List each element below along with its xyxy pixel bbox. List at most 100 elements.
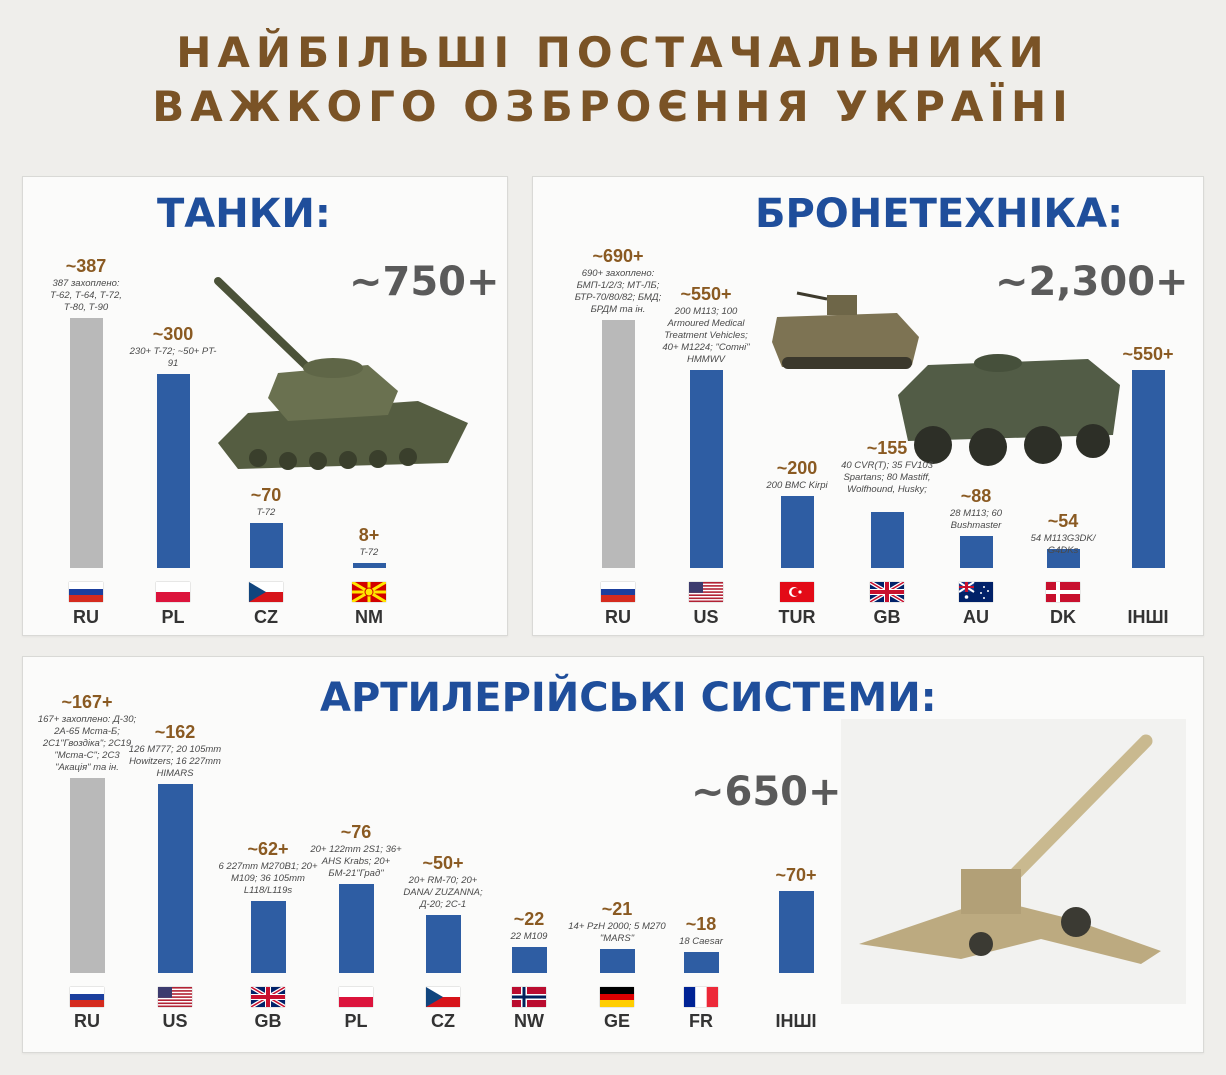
category-label-gb: GB xyxy=(254,1011,282,1031)
note-ge: 14+ PzH 2000; 5 M270 "MARS" xyxy=(568,921,666,944)
gb-flag-icon xyxy=(870,582,904,602)
tank-image xyxy=(208,273,468,483)
category-label-pl: PL xyxy=(161,607,185,627)
category-label-tur: TUR xyxy=(778,607,816,627)
bar-nm xyxy=(352,563,386,568)
note-nm: T-72 xyxy=(359,547,379,558)
category-label-us: US xyxy=(693,607,719,627)
fr-flag-icon xyxy=(684,987,718,1007)
category-label-ru: RU xyxy=(74,1011,100,1031)
note-gb: 6 227mm M270B1; 20+ M109; 36 105mm L118/… xyxy=(218,861,318,896)
value-label-tur: ~200 xyxy=(776,458,818,478)
de-flag-icon xyxy=(600,987,634,1007)
value-label-gb: ~155 xyxy=(866,438,908,458)
value-label-ru: ~387 xyxy=(65,256,107,276)
us-flag-icon xyxy=(158,987,192,1007)
bar-au xyxy=(959,536,993,568)
value-label-au: ~88 xyxy=(960,486,992,506)
bar-інші xyxy=(1131,370,1165,568)
category-label-ru: RU xyxy=(73,607,99,627)
note-tur: 200 BMC Kirpi xyxy=(766,480,828,491)
tr-flag-icon xyxy=(780,582,814,602)
category-label-ge: GE xyxy=(603,1011,631,1031)
bar-ru xyxy=(69,778,105,973)
tanks-title: ТАНКИ: xyxy=(157,191,331,237)
value-label-pl: ~300 xyxy=(152,324,194,344)
category-label-nw: NW xyxy=(514,1011,544,1031)
bar-ru xyxy=(601,320,635,568)
howitzer-image xyxy=(841,719,1186,1004)
gb-flag-icon xyxy=(251,987,285,1007)
bar-dk xyxy=(1046,549,1080,568)
category-label-fr: FR xyxy=(689,1011,713,1031)
bar-pl xyxy=(156,374,190,568)
cz-flag-icon xyxy=(426,987,460,1007)
bar-fr xyxy=(683,952,719,973)
category-label-cz: CZ xyxy=(431,1011,455,1031)
note-pl: 230+ T-72; ~50+ PT-91 xyxy=(129,346,217,369)
dk-flag-icon xyxy=(1046,582,1080,602)
ru-flag-icon xyxy=(69,582,103,602)
main-title-line1: НАЙБІЛЬШІ ПОСТАЧАЛЬНИКИ xyxy=(176,28,1050,77)
category-label-dk: DK xyxy=(1050,607,1076,627)
bar-ge xyxy=(599,949,635,973)
note-cz: T-72 xyxy=(256,507,276,518)
note-ru: 167+ захоплено: Д-30; 2А-65 Мста-Б; 2С1"… xyxy=(37,714,137,773)
value-label-ru: ~690+ xyxy=(592,246,644,266)
tanks-total: ~750+ xyxy=(349,259,500,305)
category-label-інші: ІНШІ xyxy=(775,1011,817,1031)
bar-nw xyxy=(511,947,547,973)
category-label-gb: GB xyxy=(873,607,901,627)
pl-flag-icon xyxy=(339,987,373,1007)
bar-інші xyxy=(778,891,814,973)
value-label-nw: ~22 xyxy=(513,909,545,929)
value-label-інші: ~550+ xyxy=(1122,344,1174,364)
category-label-pl: PL xyxy=(344,1011,368,1031)
pl-flag-icon xyxy=(156,582,190,602)
bar-ru xyxy=(69,318,103,568)
note-pl: 20+ 122mm 2S1; 36+ AHS Krabs; 20+ БМ-21"… xyxy=(310,844,402,879)
value-label-nm: 8+ xyxy=(358,525,380,545)
bar-us xyxy=(157,784,193,973)
armour-title: БРОНЕТЕХНІКА: xyxy=(755,191,1124,237)
value-label-us: ~550+ xyxy=(680,284,732,304)
bar-us xyxy=(689,370,723,568)
bar-gb xyxy=(870,512,904,568)
category-label-інші: ІНШІ xyxy=(1127,607,1169,627)
value-label-dk: ~54 xyxy=(1047,511,1079,531)
mk-flag-icon xyxy=(352,582,386,602)
value-label-pl: ~76 xyxy=(340,822,372,842)
ru-flag-icon xyxy=(601,582,635,602)
ru-flag-icon xyxy=(70,987,104,1007)
note-ru: 387 захоплено: Т-62, Т-64, Т-72, Т-80, Т… xyxy=(50,278,122,313)
value-label-cz: ~70 xyxy=(250,485,282,505)
artillery-title: АРТИЛЕРІЙСЬКІ СИСТЕМИ: xyxy=(320,675,937,721)
no-flag-icon xyxy=(512,987,546,1007)
main-title-line2: ВАЖКОГО ОЗБРОЄННЯ УКРАЇНІ xyxy=(152,82,1074,131)
bar-tur xyxy=(780,496,814,568)
note-dk: 54 M113G3DK/ G4DKs xyxy=(1030,533,1096,556)
value-label-ru: ~167+ xyxy=(61,692,113,712)
bar-gb xyxy=(250,901,286,973)
note-ru: 690+ захоплено: БМП-1/2/3; МТ-ЛБ; БТР-70… xyxy=(574,268,662,315)
category-label-au: AU xyxy=(963,607,989,627)
us-flag-icon xyxy=(689,582,723,602)
note-us: 126 M777; 20 105mm Howitzers; 16 227mm H… xyxy=(128,744,222,779)
note-gb: 40 CVR(T); 35 FV103 Spartans; 80 Mastiff… xyxy=(841,460,933,495)
category-label-cz: CZ xyxy=(254,607,278,627)
value-label-gb: ~62+ xyxy=(247,839,289,859)
bar-cz xyxy=(249,523,283,568)
value-label-інші: ~70+ xyxy=(775,865,817,885)
artillery-total: ~650+ xyxy=(691,769,842,815)
artillery-panel: АРТИЛЕРІЙСЬКІ СИСТЕМИ: ~650+ 167+ захопл… xyxy=(22,656,1204,1053)
note-fr: 18 Caesar xyxy=(679,936,723,947)
note-us: 200 M113; 100 Armoured Medical Treatment… xyxy=(662,306,750,365)
btr-image xyxy=(888,345,1128,475)
category-label-ru: RU xyxy=(605,607,631,627)
value-label-ge: ~21 xyxy=(601,899,633,919)
au-flag-icon xyxy=(959,582,993,602)
bar-cz xyxy=(425,915,461,973)
value-label-us: ~162 xyxy=(154,722,196,742)
note-cz: 20+ RM-70; 20+ DANA/ ZUZANNA; Д-20; 2С-1 xyxy=(403,875,483,910)
note-nw: 22 M109 xyxy=(510,931,548,942)
